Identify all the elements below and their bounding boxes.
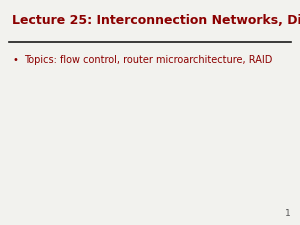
Text: 1: 1 [285, 209, 291, 218]
Text: Lecture 25: Interconnection Networks, Disks: Lecture 25: Interconnection Networks, Di… [12, 14, 300, 27]
Text: Topics: flow control, router microarchitecture, RAID: Topics: flow control, router microarchit… [24, 55, 272, 65]
Text: •: • [12, 55, 18, 65]
